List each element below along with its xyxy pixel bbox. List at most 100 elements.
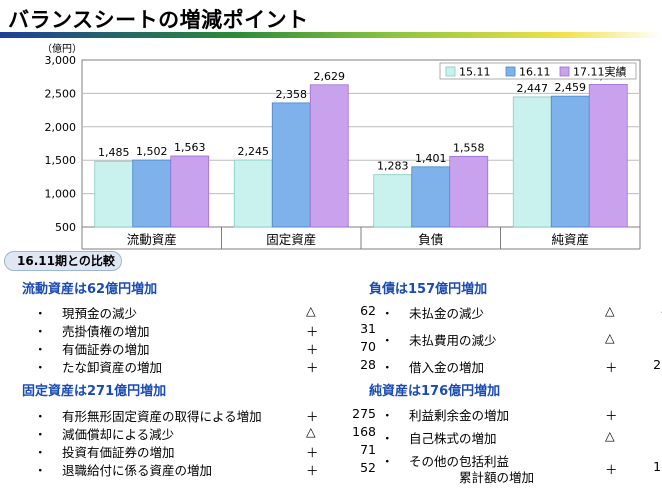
bar — [449, 155, 489, 228]
item-label: 現預金の減少 — [62, 306, 138, 321]
data-label: 2,629 — [314, 70, 346, 83]
y-tick-label: 500 — [55, 221, 76, 234]
item-label: 退職給付に係る資産の増加 — [62, 463, 213, 478]
data-label: 2,245 — [238, 145, 270, 158]
bullet: ・ — [34, 306, 47, 321]
bullet: ・ — [381, 431, 394, 446]
list-item: ・現預金の減少 △ 62 — [34, 303, 382, 321]
title-underline — [0, 32, 662, 38]
data-label: 2,358 — [276, 88, 308, 101]
bar — [373, 174, 413, 228]
bullet: ・ — [34, 409, 47, 424]
item-value: 38 — [643, 405, 662, 420]
list-item: ・退職給付に係る資産の増加 ＋ 52 — [34, 460, 382, 478]
item-label: その他の包括利益 — [409, 454, 510, 469]
data-label: 1,502 — [136, 145, 168, 158]
item-value: 114 — [653, 459, 662, 474]
list-item: ・有価証券の増加 ＋ 70 — [34, 339, 382, 357]
list-item: ・減価償却による減少 △ 168 — [34, 424, 382, 442]
data-label: 1,563 — [174, 141, 206, 154]
item-sign: ＋ — [306, 324, 319, 339]
list-item: ・未払費用の減少 △ 63 — [381, 330, 662, 348]
balance-sheet-bar-chart: 500 1,000 1,500 2,000 2,500 3,000（億円） 1,485 1,5… — [42, 42, 641, 250]
item-label: 利益剰余金の増加 — [409, 408, 510, 423]
data-label: 1,283 — [377, 160, 409, 173]
liabilities-heading: 負債は157億円増加 — [369, 282, 488, 297]
item-sign: ＋ — [306, 342, 319, 357]
bullet: ・ — [34, 324, 47, 339]
item-value: 232 — [653, 357, 662, 372]
item-sign: △ — [605, 330, 615, 345]
bar — [132, 159, 172, 228]
item-value: 52 — [360, 460, 376, 475]
legend-swatch — [505, 66, 516, 77]
data-label: 1,558 — [453, 141, 485, 154]
item-value: 31 — [360, 321, 376, 336]
bullet: ・ — [381, 306, 394, 321]
unit-label: （億円） — [42, 42, 82, 55]
current-assets-heading: 流動資産は62億円増加 — [22, 282, 158, 297]
legend-swatch — [559, 66, 570, 77]
item-value: 275 — [352, 406, 376, 421]
item-sign: △ — [605, 303, 615, 318]
bar — [233, 159, 273, 228]
category-label: 負債 — [418, 232, 443, 247]
list-item: ・投資有価証券の増加 ＋ 71 — [34, 442, 382, 460]
bullet: ・ — [34, 360, 47, 375]
item-sign: ＋ — [306, 360, 319, 375]
item-label-continued: 累計額の増加 — [459, 470, 535, 485]
y-tick-label: 1,000 — [45, 188, 77, 201]
item-value: 5 — [643, 428, 662, 443]
data-label: 1,401 — [415, 152, 447, 165]
y-tick-label: 1,500 — [45, 154, 77, 167]
item-sign: ＋ — [605, 462, 618, 477]
list-item: ・未払金の減少 △ 45 — [381, 303, 662, 321]
list-item: ・自己株式の増加 △ 5 — [381, 428, 662, 446]
bullet: ・ — [381, 333, 394, 348]
bullet: ・ — [381, 408, 394, 423]
bar — [588, 84, 628, 228]
list-item: ・利益剰余金の増加 ＋ 38 — [381, 405, 662, 423]
data-label: 1,485 — [98, 146, 130, 159]
item-sign: ＋ — [306, 445, 319, 460]
category-label: 純資産 — [551, 232, 589, 247]
item-label: 自己株式の増加 — [409, 431, 497, 446]
item-label: 有価証券の増加 — [62, 342, 150, 357]
comparison-badge: 16.11期との比較 — [4, 251, 122, 271]
fixed-assets-heading: 固定資産は271億円増加 — [22, 384, 167, 399]
y-tick-label: 3,000 — [45, 54, 77, 67]
item-value: 45 — [643, 303, 662, 318]
item-value: 63 — [643, 330, 662, 345]
bullet: ・ — [34, 342, 47, 357]
legend-label: 17.11実績 — [573, 65, 627, 79]
bar — [550, 95, 590, 228]
item-sign: ＋ — [605, 408, 618, 423]
list-item: ・有形無形固定資産の取得による増加 ＋ 275 — [34, 406, 382, 424]
bullet: ・ — [34, 445, 47, 460]
bar — [411, 166, 451, 228]
bullet: ・ — [34, 463, 47, 478]
item-value: 168 — [352, 424, 376, 439]
item-label: 投資有価証券の増加 — [62, 445, 175, 460]
item-sign: ＋ — [306, 409, 319, 424]
item-value: 62 — [360, 303, 376, 318]
net-assets-heading: 純資産は176億円増加 — [369, 384, 501, 399]
data-label: 2,459 — [555, 81, 587, 94]
list-item: ・売掛債権の増加 ＋ 31 — [34, 321, 382, 339]
page-title: バランスシートの増減ポイント — [8, 8, 309, 32]
bar — [170, 155, 210, 228]
item-value: 71 — [360, 442, 376, 457]
bar — [271, 102, 311, 228]
list-item: ・借入金の増加 ＋ 232 — [381, 357, 662, 375]
item-label: 未払金の減少 — [409, 306, 485, 321]
bullet: ・ — [381, 360, 394, 375]
legend-label: 16.11 — [519, 66, 551, 79]
item-label: たな卸資産の増加 — [62, 360, 163, 375]
legend-label: 15.11 — [459, 66, 491, 79]
bar — [512, 96, 552, 228]
item-sign: △ — [605, 428, 615, 443]
item-sign: ＋ — [605, 360, 618, 375]
item-label: 借入金の増加 — [409, 360, 485, 375]
y-tick-label: 2,500 — [45, 87, 77, 100]
